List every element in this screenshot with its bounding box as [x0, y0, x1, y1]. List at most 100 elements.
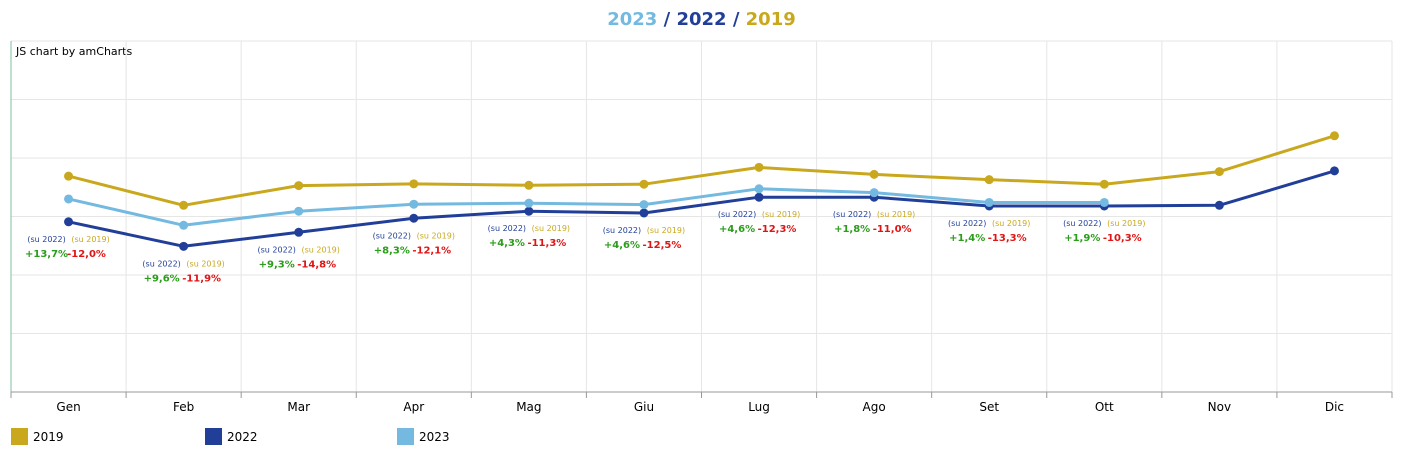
annotation-vs2019-value: -12,0%: [67, 249, 106, 260]
grid: [10, 40, 1393, 393]
annotation-vs2022-label: (su 2022): [258, 245, 296, 254]
title-2023: 2023: [607, 9, 658, 30]
data-point-2022: [179, 241, 189, 251]
annotation-vs2019-value: -13,3%: [988, 233, 1027, 244]
x-tick-label: Ago: [863, 400, 886, 414]
annotation-vs2019-label: (su 2019): [992, 219, 1030, 228]
data-point-2022: [524, 206, 534, 216]
x-axis-labels: Gen Feb Mar Apr Mag Giu Lug Ago Set Ott Nov Dic: [56, 400, 1344, 414]
axes: [10, 41, 1393, 398]
data-point-2023: [409, 199, 419, 209]
legend-swatch: [205, 428, 222, 445]
data-point-2022: [294, 227, 304, 237]
data-point-2023: [294, 206, 304, 216]
annotation-vs2022-value: +1,9%: [1064, 233, 1100, 244]
x-tick-label: Feb: [173, 400, 194, 414]
annotation-vs2022-label: (su 2022): [833, 210, 871, 219]
data-point-2019: [64, 171, 74, 181]
legend-item-2022[interactable]: 2022: [205, 428, 258, 445]
data-point-2023: [754, 184, 764, 194]
annotation-vs2022-label: (su 2022): [1063, 219, 1101, 228]
annotation-vs2022-label: (su 2022): [603, 226, 641, 235]
annotation-vs2019-label: (su 2019): [532, 224, 570, 233]
annotation-vs2022-label: (su 2022): [488, 224, 526, 233]
annotation-vs2022-value: +1,4%: [949, 233, 985, 244]
x-tick-label: Apr: [403, 400, 424, 414]
annotation-vs2019-value: -11,3%: [527, 238, 566, 249]
annotations: (su 2022) (su 2019)+13,7% -12,0%(su 2022)(…: [25, 210, 1145, 284]
data-points: [64, 131, 1339, 251]
data-point-2023: [869, 188, 879, 198]
annotation-vs2019-label: (su 2019): [417, 231, 455, 240]
annotation-vs2019-label: (su 2019): [877, 210, 915, 219]
annotation-vs2019-value: -12,1%: [412, 245, 451, 256]
series-line-2022: [68, 169, 1335, 248]
series-lines: [68, 134, 1335, 248]
title-separator: /: [657, 9, 677, 30]
x-tick-label: Ott: [1095, 400, 1114, 414]
data-point-2023: [639, 200, 649, 210]
data-point-2022: [409, 213, 419, 223]
legend-label: 2023: [419, 429, 450, 444]
annotation-vs2019-label: (su 2019): [647, 226, 685, 235]
legend-swatch: [11, 428, 28, 445]
annotation-vs2019-value: -11,9%: [182, 273, 221, 284]
data-point-2019: [1099, 179, 1109, 189]
data-point-2022: [64, 217, 74, 227]
title-separator: /: [726, 9, 746, 30]
legend-item-2019[interactable]: 2019: [11, 428, 64, 445]
chart-title: 2023 / 2022 / 2019: [0, 9, 1403, 30]
data-point-2019: [1329, 131, 1339, 141]
annotation-vs2022-value: +4,6%: [604, 240, 640, 251]
data-point-2023: [179, 220, 189, 230]
annotation-vs2022-label: (su 2022): [373, 231, 411, 240]
legend-item-2023[interactable]: 2023: [397, 428, 450, 445]
title-2022: 2022: [676, 9, 727, 30]
data-point-2022: [1214, 200, 1224, 210]
x-tick-label: Set: [979, 400, 999, 414]
data-point-2019: [1214, 167, 1224, 177]
data-point-2023: [984, 197, 994, 207]
legend-swatch: [397, 428, 414, 445]
x-tick-label: Nov: [1208, 400, 1231, 414]
data-point-2022: [639, 208, 649, 218]
data-point-2023: [64, 194, 74, 204]
annotation-vs2022-value: +8,3%: [374, 245, 410, 256]
data-point-2019: [869, 169, 879, 179]
x-tick-label: Dic: [1325, 400, 1344, 414]
legend-label: 2022: [227, 429, 258, 444]
data-point-2019: [754, 162, 764, 172]
annotation-vs2019-label: (su 2019): [1107, 219, 1145, 228]
x-tick-label: Lug: [748, 400, 770, 414]
annotation-vs2022-value: +9,6%: [144, 273, 180, 284]
annotation-vs2022-label: (su 2022): [718, 210, 756, 219]
data-point-2022: [1329, 166, 1339, 176]
annotation-vs2019-label: (su 2019): [186, 259, 224, 268]
annotation-vs2019-value: -11,0%: [873, 224, 912, 235]
data-point-2019: [409, 179, 419, 189]
annotation-vs2022-label: (su 2022): [948, 219, 986, 228]
x-tick-label: Mag: [516, 400, 541, 414]
data-point-2019: [179, 200, 189, 210]
legend-label: 2019: [33, 429, 64, 444]
x-tick-label: Mar: [287, 400, 310, 414]
series-line-2019: [68, 134, 1335, 207]
amcharts-credit[interactable]: JS chart by amCharts: [16, 45, 133, 58]
annotation-vs2022-value: +1,8%: [834, 224, 870, 235]
annotation-vs2019-value: -12,3%: [758, 224, 797, 235]
annotation-vs2022-value: +9,3%: [259, 259, 295, 270]
data-point-2019: [639, 179, 649, 189]
annotation-vs2019-value: -14,8%: [297, 259, 336, 270]
data-point-2019: [524, 180, 534, 190]
annotation-vs2019-label: (su 2019): [762, 210, 800, 219]
data-point-2019: [294, 181, 304, 191]
annotation-vs2019-value: -12,5%: [643, 240, 682, 251]
annotation-vs2022-value: +4,6%: [719, 224, 755, 235]
x-tick-label: Gen: [56, 400, 80, 414]
data-point-2019: [984, 175, 994, 185]
data-point-2022: [754, 192, 764, 202]
annotation-vs2022-label: (su 2022): [27, 235, 65, 244]
annotation-vs2019-value: -10,3%: [1103, 233, 1142, 244]
annotation-vs2019-label: (su 2019): [302, 245, 340, 254]
